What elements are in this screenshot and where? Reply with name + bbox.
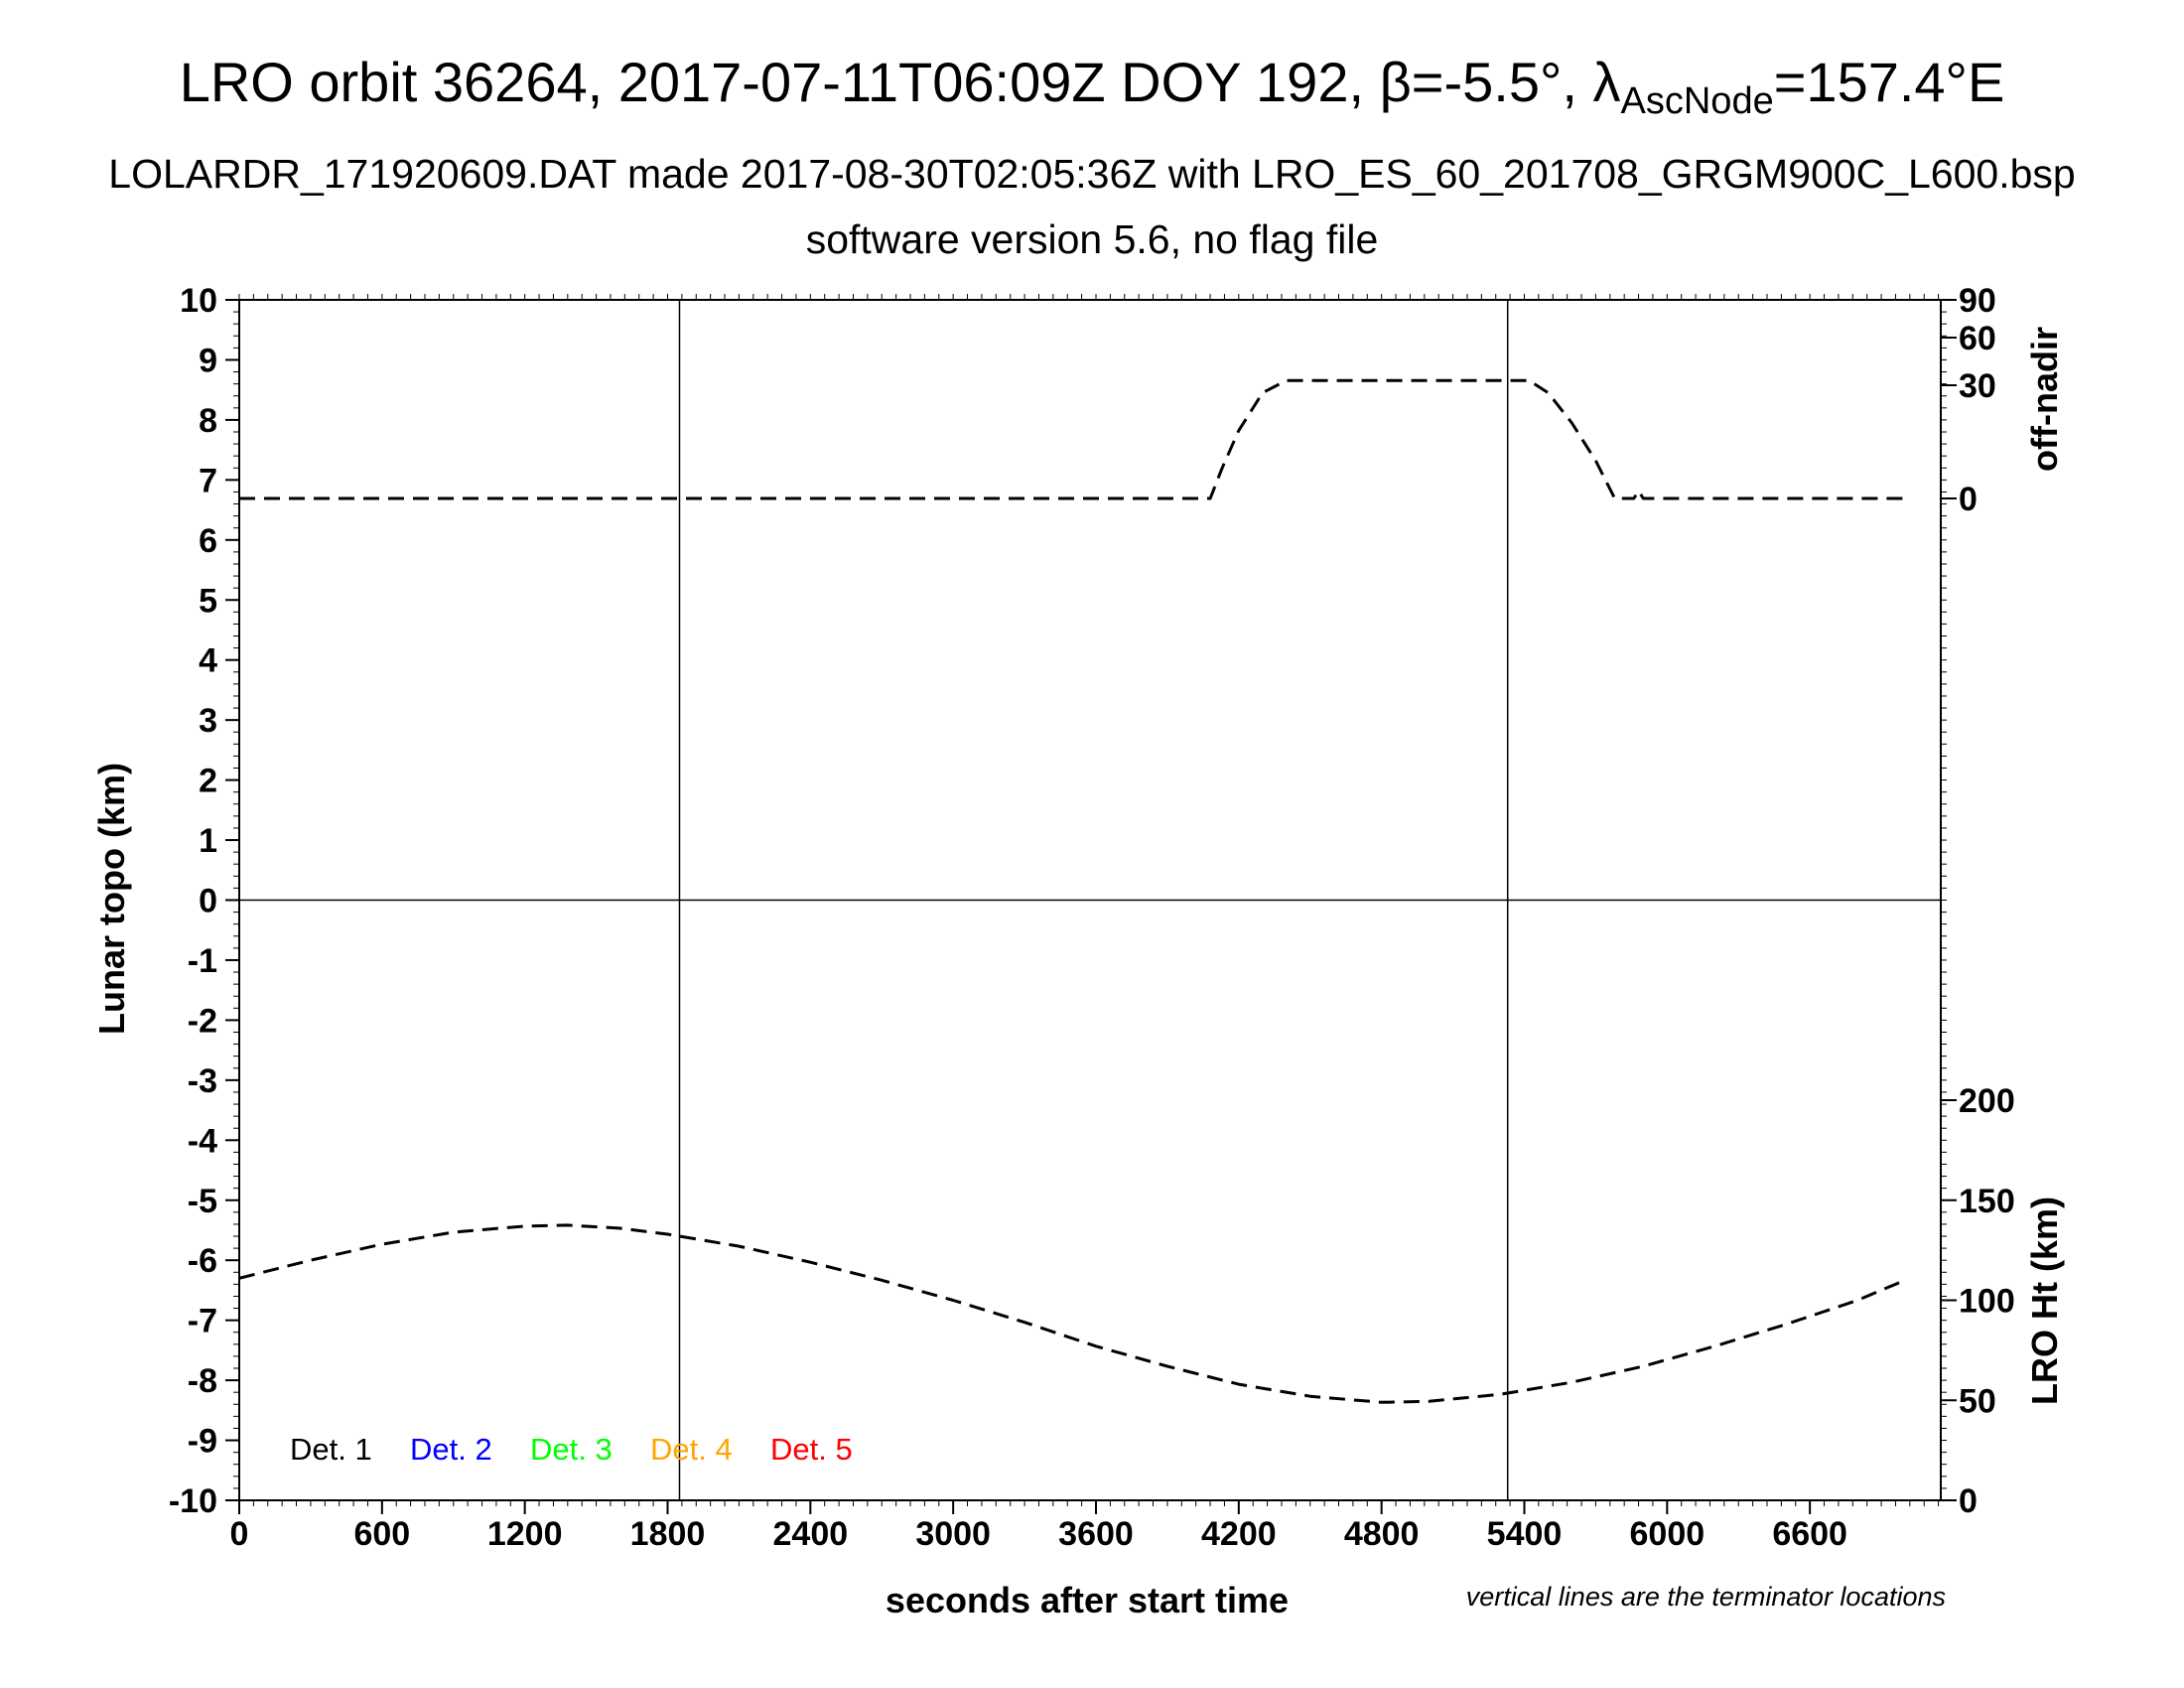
lro-ht-axis-title: LRO Ht (km) <box>2024 1196 2065 1405</box>
lro-ht-tick-label: 200 <box>1959 1082 2015 1120</box>
legend-item-det-2: Det. 2 <box>410 1432 492 1467</box>
title-subscript: AscNode <box>1620 80 1774 122</box>
x-axis-title: seconds after start time <box>886 1580 1289 1620</box>
y-tick-label: 10 <box>180 282 217 320</box>
x-tick-label: 0 <box>230 1515 249 1553</box>
y-tick-label: 1 <box>199 822 217 860</box>
y-tick-label: -9 <box>188 1423 217 1461</box>
x-tick-label: 1800 <box>630 1515 706 1553</box>
off-nadir-series-line <box>239 378 1905 500</box>
y-tick-label: 8 <box>199 402 217 440</box>
lro-ht-series-line <box>238 1223 1906 1404</box>
x-tick-label: 3600 <box>1058 1515 1134 1553</box>
minor-ticks <box>225 294 1957 1514</box>
series-lines <box>238 378 1906 1404</box>
off-nadir-tick-label: 60 <box>1959 320 1996 357</box>
legend-item-det-1: Det. 1 <box>290 1432 372 1467</box>
x-tick-label: 4200 <box>1201 1515 1277 1553</box>
y-axis-title: Lunar topo (km) <box>91 763 132 1035</box>
lro-ht-tick-label: 0 <box>1959 1482 1978 1520</box>
x-tick-label: 600 <box>353 1515 410 1553</box>
lro-ht-tick-label: 100 <box>1959 1283 2015 1321</box>
lro-ht-tick-label: 50 <box>1959 1382 1996 1420</box>
x-tick-label: 4800 <box>1344 1515 1420 1553</box>
y-tick-label: -2 <box>188 1002 217 1040</box>
lro-ht-tick-label: 150 <box>1959 1183 2015 1220</box>
y-tick-label: -1 <box>188 942 217 980</box>
title-end-text: =157.4°E <box>1773 51 2005 113</box>
y-tick-label: 7 <box>199 462 217 499</box>
y-tick-label: 6 <box>199 522 217 560</box>
y-tick-label: -8 <box>188 1362 217 1400</box>
x-tick-label: 1200 <box>487 1515 563 1553</box>
y-tick-label: 2 <box>199 763 217 800</box>
y-tick-label: 0 <box>199 883 217 920</box>
y-tick-label: -10 <box>169 1482 217 1520</box>
y-tick-label: 3 <box>199 702 217 740</box>
y-tick-label: -7 <box>188 1303 217 1340</box>
off-nadir-tick-label: 0 <box>1959 481 1978 518</box>
y-tick-label: -3 <box>188 1062 217 1100</box>
y-tick-label: -4 <box>188 1122 217 1160</box>
terminator-note: vertical lines are the terminator locati… <box>1466 1582 1946 1612</box>
y-tick-label: -5 <box>188 1183 217 1220</box>
legend-item-det-5: Det. 5 <box>770 1432 853 1467</box>
x-tick-label: 5400 <box>1487 1515 1563 1553</box>
legend: Det. 1 Det. 2 Det. 3 Det. 4 Det. 5 <box>290 1432 853 1467</box>
y-tick-label: 5 <box>199 582 217 620</box>
chart-subtitle: LOLARDR_171920609.DAT made 2017-08-30T02… <box>108 151 2076 197</box>
y-tick-label: -6 <box>188 1242 217 1280</box>
chart-title: LRO orbit 36264, 2017-07-11T06:09Z DOY 1… <box>0 50 2184 120</box>
x-tick-label: 6600 <box>1772 1515 1847 1553</box>
x-tick-label: 6000 <box>1630 1515 1706 1553</box>
x-tick-label: 3000 <box>915 1515 991 1553</box>
legend-item-det-3: Det. 3 <box>530 1432 613 1467</box>
title-main-text: LRO orbit 36264, 2017-07-11T06:09Z DOY 1… <box>179 51 1621 113</box>
off-nadir-tick-label: 30 <box>1959 367 1996 405</box>
x-tick-label: 2400 <box>773 1515 849 1553</box>
off-nadir-tick-label: 90 <box>1959 282 1996 320</box>
grid-lines <box>239 300 1941 1500</box>
legend-item-det-4: Det. 4 <box>650 1432 733 1467</box>
off-nadir-axis-title: off-nadir <box>2024 327 2065 472</box>
y-tick-label: 9 <box>199 342 217 379</box>
x-tick-labels: 0 600 1200 1800 2400 3000 3600 4200 4800 5400 6000… <box>230 1515 1847 1553</box>
y-tick-label: 4 <box>199 642 217 680</box>
chart-subtitle-2: software version 5.6, no flag file <box>805 216 1379 262</box>
